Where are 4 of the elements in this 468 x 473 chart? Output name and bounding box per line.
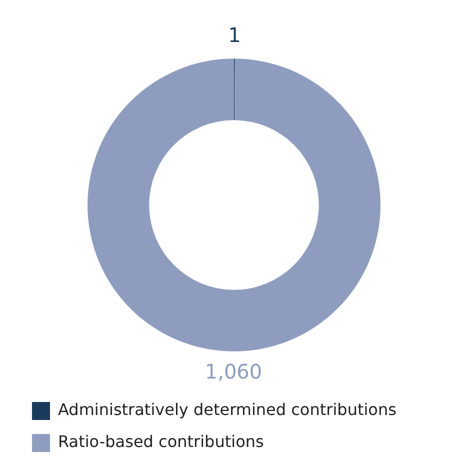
data-label: 1 [228, 22, 241, 47]
data-label: 1,060 [204, 360, 262, 384]
legend-label: Administratively determined contributions [58, 400, 396, 420]
legend-label: Ratio-based contributions [58, 432, 264, 452]
